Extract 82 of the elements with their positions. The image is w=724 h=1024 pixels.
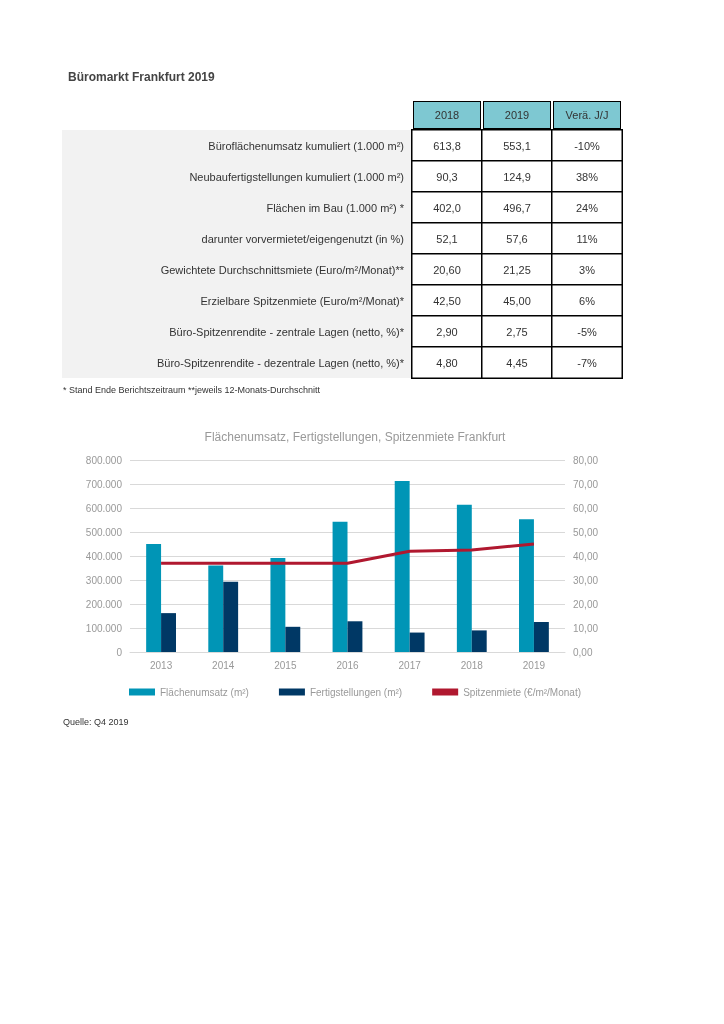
text: 42,50 [433,294,461,307]
chart-title: Flächenumsatz, Fertigstellungen, Spitzenmiete Frankfurt [204,430,507,444]
y2-tick-label: 60,00 [573,502,599,514]
text: 52,1 [436,232,458,245]
y-tick-label: Erzielbare Spitzenmiete (Euro/m²/Monat)* [200,294,405,307]
y-tick-label: 800.000 [85,454,123,466]
text: 21,25 [503,263,531,276]
y-tick-label: 400.000 [85,550,123,562]
y-tick-label: 300.000 [85,574,123,586]
x-tick-label: 2013 [149,659,173,671]
legend-label: Fertigstellungen (m²) [309,686,403,698]
x-tick-label: 2018 [434,109,460,121]
bar [332,521,348,652]
text: 45,00 [503,294,531,307]
bar [456,504,472,652]
text: 11% [576,232,598,245]
text: 124,9 [503,170,531,183]
legend-label: Spitzenmiete (€/m²/Monat) [463,686,581,698]
y-tick-label: Büro-Spitzenrendite - zentrale Lagen (netto, %)* [169,325,405,338]
text: 4,45 [506,356,528,369]
y-tick-label: 600.000 [85,502,123,514]
x-tick-label: 2015 [274,659,297,671]
text: 3% [579,263,595,276]
source-note: Quelle: Q4 2019 [63,716,129,727]
x-tick-label: 2019 [504,109,530,121]
text: 2,75 [506,325,528,338]
x-tick-label: 2016 [336,659,360,671]
text: Büromarkt Frankfurt 2019 [68,70,216,84]
bar [146,544,162,652]
y-tick-label: Gewichtete Durchschnittsmiete (Euro/m²/Monat)** [160,263,405,276]
x-tick-label: Verä. J/J [565,109,609,121]
text: 4,80 [436,356,458,369]
text: 20,60 [433,263,461,276]
y-tick-label: Büro-Spitzenrendite - dezentrale Lagen (netto, %)* [156,356,405,369]
x-tick-label: 2017 [398,659,422,671]
bar [409,632,425,652]
bar [471,630,487,652]
line-series [159,542,536,565]
bar [285,626,301,652]
text: 38% [575,170,599,183]
bar [533,622,549,652]
y2-tick-label: 70,00 [573,478,599,490]
text: * Stand Ende Berichtszeitraum **jeweils 12-Monats-Durchschnitt [63,384,321,395]
y2-tick-label: 10,00 [573,622,599,634]
y-tick-label: Büroflächenumsatz kumuliert (1.000 m²) [208,139,404,152]
y-tick-label: Neubaufertigstellungen kumuliert (1.000 m²) [189,170,404,183]
bar [394,481,410,652]
text: 2,90 [436,325,458,338]
bar [270,557,286,652]
text: 24% [575,201,599,214]
y-tick-label: 100.000 [85,622,123,634]
text: 6% [579,294,595,307]
bar [208,565,224,652]
text: 57,6 [506,232,528,245]
y-tick-label: darunter vorvermietet/eigengenutzt (in %) [201,232,404,245]
bar [161,613,176,652]
y2-tick-label: 20,00 [573,598,599,610]
text: -10% [574,139,600,152]
y-tick-label: 0 [116,646,123,658]
x-tick-label: 2018 [460,659,484,671]
legend-label: Flächenumsatz (m²) [160,686,249,698]
text: 496,7 [503,201,531,214]
bar [347,621,363,652]
text: -5% [577,325,597,338]
y-tick-label: 700.000 [85,478,123,490]
y-tick-label: Flächen im Bau (1.000 m²) * [266,201,405,214]
y2-tick-label: 80,00 [573,454,599,466]
y2-tick-label: 30,00 [573,574,599,586]
text: 613,8 [433,139,461,152]
bar [223,581,239,652]
bar [519,519,534,652]
y-tick-label: 500.000 [85,526,123,538]
text: 553,1 [503,139,531,152]
x-tick-label: 2014 [212,659,235,671]
y-tick-label: 200.000 [85,598,123,610]
y2-tick-label: 50,00 [573,526,599,538]
text: 402,0 [433,201,461,214]
text: -7% [577,356,597,369]
text: 90,3 [436,170,458,183]
y2-tick-label: 0,00 [573,646,593,658]
x-tick-label: 2019 [522,659,546,671]
y2-tick-label: 40,00 [573,550,599,562]
